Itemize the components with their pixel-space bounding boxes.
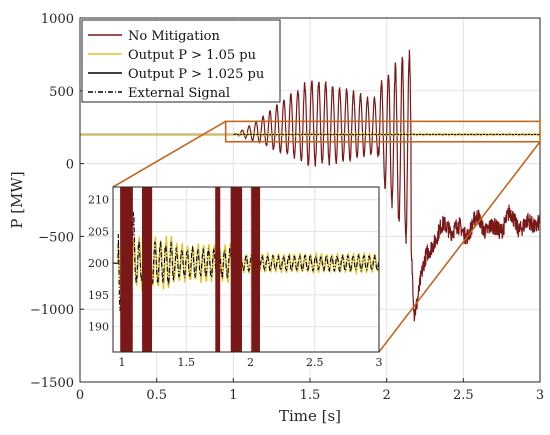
legend-label: No Mitigation xyxy=(128,29,220,44)
inset-x-tick-label: 3 xyxy=(376,356,383,369)
inset-y-tick-label: 200 xyxy=(88,257,109,270)
inset-y-tick-label: 195 xyxy=(88,289,109,302)
inset-y-tick-label: 205 xyxy=(88,225,109,238)
y-tick-label: −1500 xyxy=(30,376,74,391)
inset-series-group xyxy=(113,187,379,352)
y-tick-label: −1000 xyxy=(30,303,74,318)
x-axis-label: Time [s] xyxy=(279,407,341,425)
inset-series-no-mitigation-band xyxy=(141,187,153,352)
legend-label: Output P > 1.05 pu xyxy=(128,48,256,63)
inset-frame xyxy=(112,186,380,353)
inset-series-external-signal xyxy=(113,206,379,317)
main-series-group xyxy=(80,49,541,322)
x-tick-label: 3 xyxy=(536,388,544,403)
inset-x-tick-label: 1.5 xyxy=(177,356,195,369)
legend-label: Output P > 1.025 pu xyxy=(128,67,264,82)
zoom-indicator xyxy=(112,120,541,353)
x-tick-label: 0.5 xyxy=(146,388,167,403)
main-ticks: 0 0.5 1 1.5 2 2.5 3 1000 500 0 −500 −1000 −1500 xyxy=(30,12,544,403)
inset-y-tick-label: 210 xyxy=(88,194,109,207)
x-tick-label: 2 xyxy=(383,388,391,403)
x-tick-label: 1 xyxy=(229,388,237,403)
zoom-connector-left xyxy=(112,120,227,188)
inset-ticks: 1 1.5 2 2.5 3 210 205 200 195 190 xyxy=(88,194,383,369)
legend-box xyxy=(81,19,281,103)
legend-items: No Mitigation Output P > 1.05 pu Output P … xyxy=(88,29,264,101)
y-tick-label: 500 xyxy=(49,85,74,100)
x-tick-label: 1.5 xyxy=(300,388,321,403)
legend: No Mitigation Output P > 1.05 pu Output P … xyxy=(81,19,281,103)
y-tick-label: 0 xyxy=(66,158,74,173)
inset-x-tick-label: 2.5 xyxy=(306,356,324,369)
inset-plot: 1 1.5 2 2.5 3 210 205 200 195 190 xyxy=(88,186,383,369)
zoom-rectangle xyxy=(224,120,541,143)
inset-series-no-mitigation-band xyxy=(230,187,243,352)
y-tick-label: 1000 xyxy=(41,12,74,27)
zoom-connector-right xyxy=(378,141,541,353)
x-tick-label: 0 xyxy=(76,388,84,403)
inset-x-tick-label: 2 xyxy=(247,356,254,369)
y-axis-label: P [MW] xyxy=(8,171,26,228)
series-output-p-105 xyxy=(232,132,541,137)
y-tick-label: −500 xyxy=(38,230,74,245)
inset-y-tick-label: 190 xyxy=(88,321,109,334)
legend-label: External Signal xyxy=(128,86,230,101)
x-tick-label: 2.5 xyxy=(453,388,474,403)
inset-x-tick-label: 1 xyxy=(118,356,125,369)
